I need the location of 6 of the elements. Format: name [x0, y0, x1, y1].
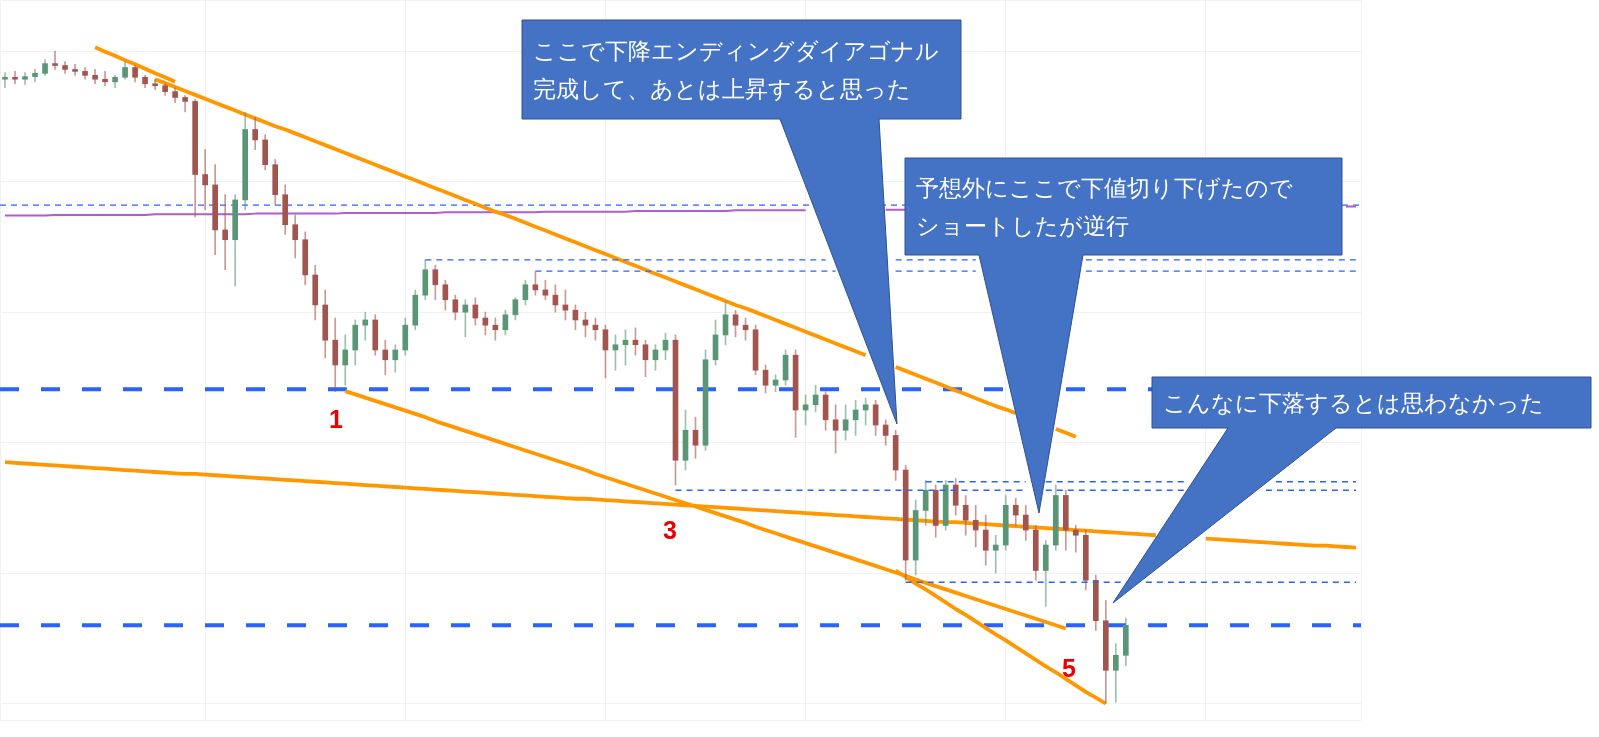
annotation: こんなに下落するとは思わなかった	[1163, 387, 1544, 418]
annotation: 3	[663, 515, 677, 544]
annotation: 予想外にここで下値切り下げたのでショートしたが逆行	[916, 172, 1294, 241]
annotation: 1	[329, 404, 343, 433]
annotation: ここで下降エンディングダイアゴナル完成して、あとは上昇すると思った	[533, 35, 940, 104]
annotation: 5	[1062, 653, 1076, 682]
